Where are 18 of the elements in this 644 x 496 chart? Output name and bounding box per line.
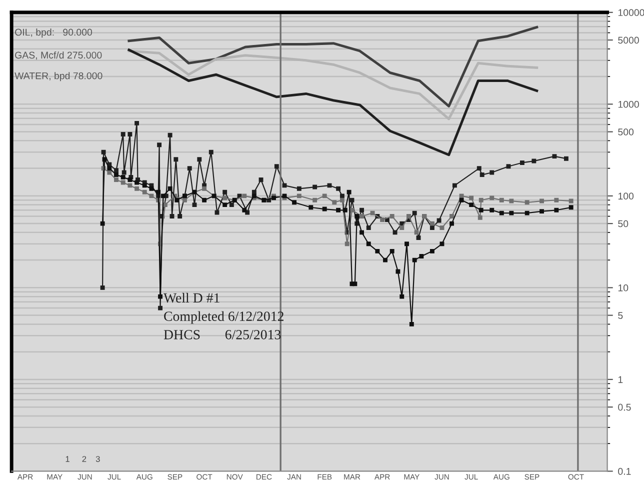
- y-tick-label: 0.5: [618, 404, 631, 411]
- annotation: 3: [96, 456, 100, 462]
- annotation: Well D #1: [164, 292, 220, 303]
- y-tick-label: 10000: [618, 9, 644, 16]
- y-tick-label: 50: [618, 220, 628, 228]
- y-tick-label: 5000: [618, 36, 639, 44]
- annotation: 1: [66, 456, 70, 462]
- y-tick-label: 1000: [618, 100, 639, 108]
- annotation: GAS, Mcf/d 275.000: [15, 51, 102, 60]
- y-tick-label: 10: [618, 284, 628, 292]
- annotation: OIL, bpd: 90.000: [15, 28, 92, 38]
- annotation: WATER, bpd 78.000: [14, 72, 102, 82]
- y-tick-label: 5: [618, 312, 623, 319]
- y-tick-label: 0.1: [618, 468, 631, 475]
- y-tick-label: 500: [618, 128, 634, 136]
- y-tick-label: 1: [618, 376, 623, 383]
- y-tick-label: 100: [618, 192, 634, 200]
- annotation: 2: [82, 456, 86, 462]
